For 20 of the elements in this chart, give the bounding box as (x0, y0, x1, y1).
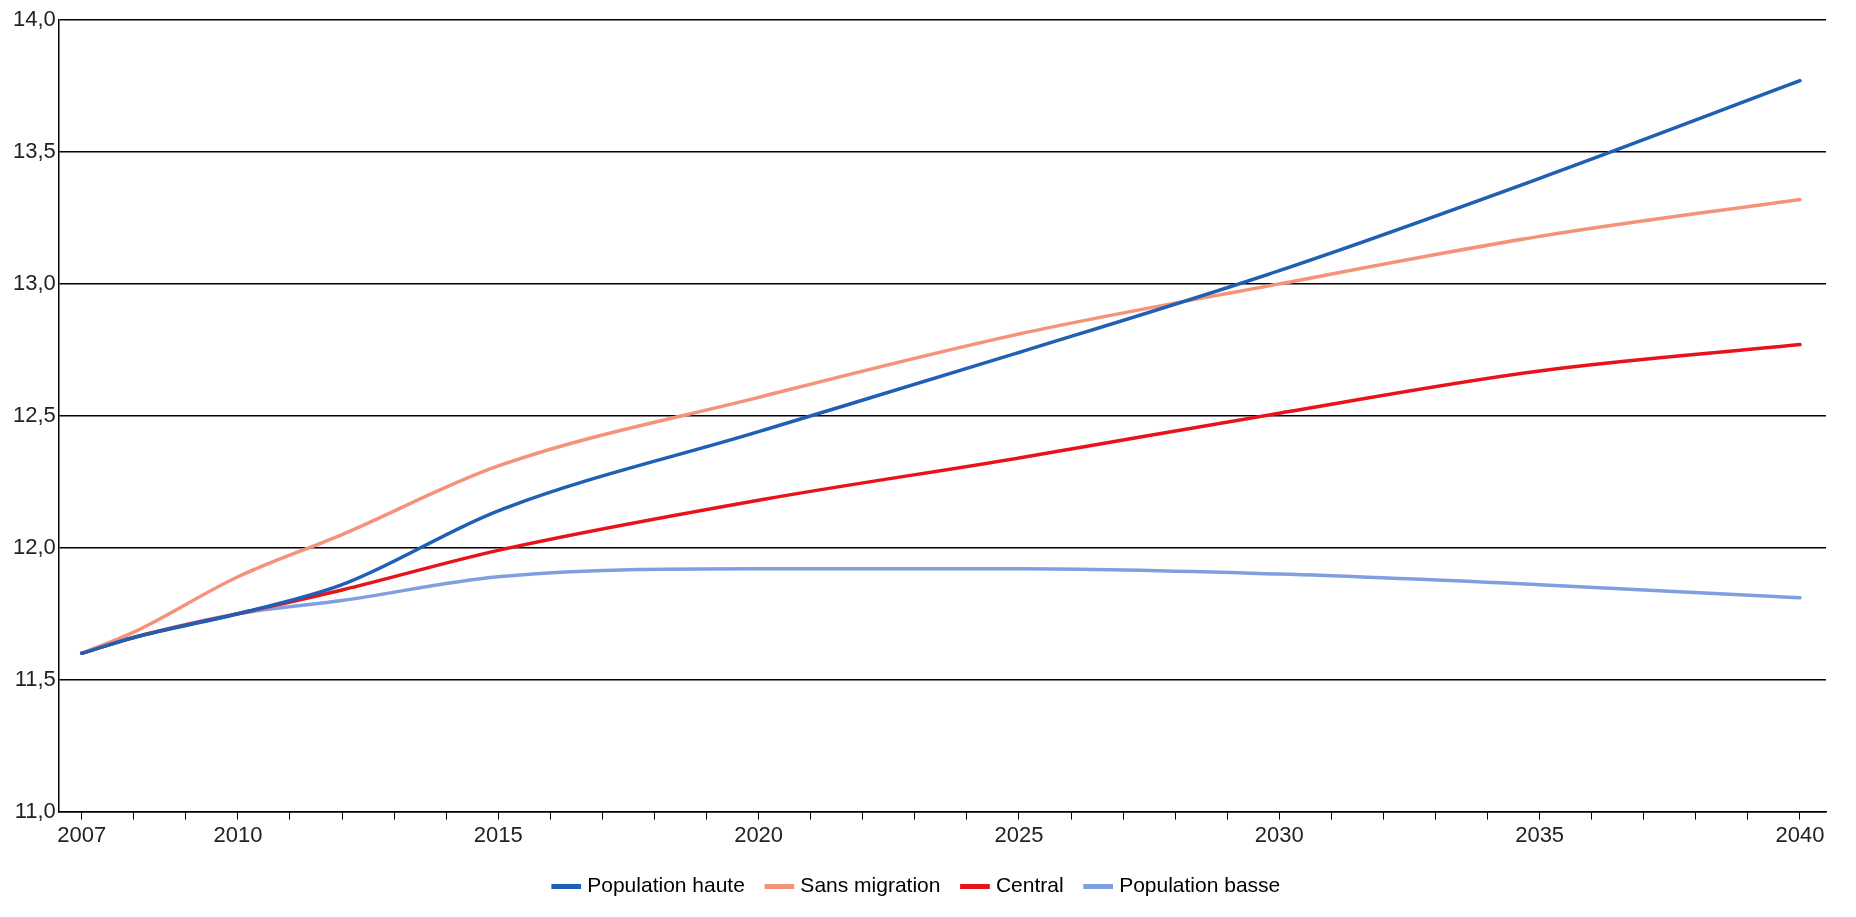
legend-label: Population haute (587, 873, 745, 897)
y-tick-label: 13,0 (12, 269, 56, 295)
x-tick-label: 2030 (1254, 821, 1304, 847)
legend-label: Population basse (1119, 873, 1281, 897)
y-tick-label: 12,0 (12, 533, 56, 559)
x-tick-label: 2035 (1515, 821, 1565, 847)
y-tick-label: 12,5 (12, 401, 56, 427)
y-tick-label: 13,5 (12, 138, 56, 163)
x-tick-label: 2020 (734, 821, 784, 847)
y-tick-label: 14,0 (12, 6, 56, 32)
x-tick-label: 2040 (1775, 821, 1825, 847)
legend-label: Sans migration (800, 873, 941, 897)
x-tick-label: 2015 (473, 821, 523, 847)
y-tick-label: 11,5 (14, 665, 56, 691)
legend-label: Central (995, 873, 1064, 897)
x-tick-label: 2010 (213, 821, 263, 847)
y-tick-label: 11,0 (14, 797, 56, 823)
line-series (79, 78, 1802, 656)
x-tick-label: 2007 (57, 821, 107, 847)
x-tick-label: 2025 (994, 821, 1044, 847)
